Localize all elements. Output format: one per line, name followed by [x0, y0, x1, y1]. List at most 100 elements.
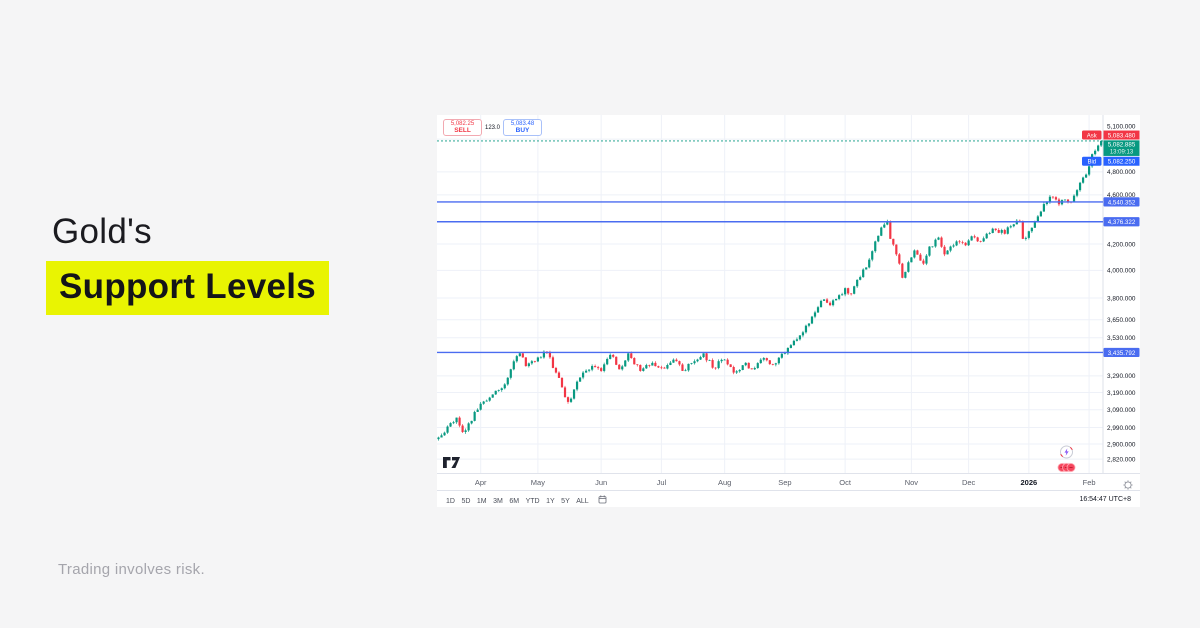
candle-body — [479, 403, 482, 410]
candle-body — [949, 246, 952, 251]
candle-body — [877, 235, 880, 242]
candle-body — [940, 237, 943, 247]
month-label: Sep — [778, 478, 792, 487]
candle-body — [566, 397, 570, 402]
svg-text:4,000.000: 4,000.000 — [1107, 268, 1136, 275]
candle-body — [581, 372, 585, 378]
candle-body — [717, 361, 720, 369]
support-price-label[interactable] — [1103, 197, 1140, 207]
candle-body — [615, 356, 618, 365]
month-label: Dec — [961, 478, 976, 487]
candle-body — [910, 257, 913, 263]
candle-body — [979, 241, 982, 242]
candle-body — [847, 288, 850, 294]
sell-price: 5,082.25 — [450, 120, 475, 127]
candle-body — [837, 295, 841, 299]
range-button-1m[interactable]: 1M — [476, 498, 487, 505]
candle-body — [542, 351, 546, 358]
candle-body — [789, 345, 793, 348]
range-button-ytd[interactable]: YTD — [525, 498, 540, 505]
tradingview-logo-icon[interactable] — [443, 457, 460, 468]
candle-body — [928, 246, 931, 256]
candle-body — [642, 368, 645, 371]
candle-body — [624, 360, 627, 367]
candlestick-chart[interactable]: 4,540.352 4,376.322 3,435.792 5,100.000 4,80… — [437, 115, 1140, 473]
candle-body — [681, 364, 684, 371]
candle-body — [1048, 196, 1052, 202]
buy-button[interactable]: 5,083.48 BUY — [503, 119, 542, 136]
range-button-5y[interactable]: 5Y — [561, 498, 570, 505]
candle-body — [892, 238, 895, 245]
month-label: Aug — [717, 478, 732, 487]
candle-body — [636, 364, 639, 366]
svg-text:2,990.000: 2,990.000 — [1107, 425, 1136, 432]
candle-body — [798, 335, 802, 340]
candle-body — [1081, 177, 1085, 183]
candle-body — [1006, 227, 1009, 234]
candle-body — [690, 363, 693, 364]
range-button-1y[interactable]: 1Y — [546, 498, 555, 505]
coins-icon[interactable] — [1057, 462, 1076, 473]
candle-body — [449, 423, 452, 427]
time-axis-settings-icon[interactable] — [1123, 477, 1133, 495]
candle-body — [518, 353, 521, 357]
candle-body — [943, 246, 946, 255]
bid-price-label — [1103, 156, 1140, 166]
range-button-5d[interactable]: 5D — [461, 498, 471, 505]
sell-button[interactable]: 5,082.25 SELL — [443, 119, 482, 136]
month-label: Oct — [839, 478, 851, 487]
ask-price-label — [1103, 130, 1140, 140]
range-button-3m[interactable]: 3M — [493, 498, 503, 505]
candle-body — [1072, 195, 1076, 202]
candle-body — [563, 387, 567, 398]
svg-text:4,800.000: 4,800.000 — [1107, 169, 1136, 176]
go-to-date-icon[interactable] — [598, 494, 607, 504]
candle-body — [458, 417, 461, 426]
candle-body — [509, 369, 512, 378]
range-button-6m[interactable]: 6M — [509, 498, 520, 505]
candle-body — [801, 332, 805, 336]
candle-body — [1054, 197, 1058, 200]
candle-body — [588, 369, 591, 371]
svg-text:Ask: Ask — [1087, 133, 1098, 139]
flash-icon[interactable] — [1060, 445, 1073, 459]
candle-body — [768, 360, 771, 365]
clock-text[interactable]: 16:54:47 UTC+8 — [1079, 495, 1131, 503]
range-button-all[interactable]: ALL — [576, 498, 589, 505]
candle-body — [1030, 227, 1033, 232]
candle-body — [1084, 174, 1088, 178]
svg-text:5,082.885: 5,082.885 — [1108, 142, 1136, 149]
svg-text:3,090.000: 3,090.000 — [1107, 407, 1136, 414]
candle-body — [831, 300, 835, 306]
candle-body — [1012, 224, 1015, 227]
candle-body — [699, 357, 702, 360]
candle-body — [738, 369, 741, 372]
candle-body — [705, 353, 708, 361]
range-button-1d[interactable]: 1D — [446, 498, 455, 505]
candle-body — [584, 370, 588, 373]
candle-body — [853, 286, 856, 294]
candle-body — [898, 254, 901, 264]
spread-value: 123.0 — [484, 124, 500, 131]
candle-body — [804, 325, 808, 333]
candle-body — [819, 300, 823, 308]
time-axis[interactable]: Apr May Jun Jul Aug Sep Oct Nov Dec 2026 Feb — [437, 473, 1140, 490]
candle-body — [913, 250, 916, 258]
candle-body — [759, 359, 762, 364]
candle-body — [946, 250, 949, 255]
candle-body — [786, 347, 789, 354]
candle-body — [828, 302, 832, 306]
month-label: Jun — [595, 478, 608, 487]
candle-body — [539, 357, 543, 359]
candle-body — [684, 370, 687, 372]
candle-body — [1063, 199, 1067, 201]
candle-body — [1024, 237, 1027, 239]
candle-body — [937, 237, 940, 240]
candle-body — [874, 241, 877, 252]
candle-body — [521, 353, 524, 358]
candle-body — [816, 307, 820, 313]
candle-body — [967, 240, 970, 246]
support-price-label[interactable] — [1103, 217, 1140, 227]
support-price-label[interactable] — [1103, 347, 1140, 358]
candle-body — [711, 360, 714, 368]
